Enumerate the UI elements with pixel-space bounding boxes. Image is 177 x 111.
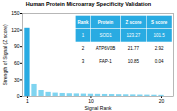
svg-text:1: 1 [26, 98, 29, 104]
svg-text:Rank: Rank [77, 20, 89, 25]
svg-text:60: 60 [14, 60, 20, 66]
svg-text:2.92: 2.92 [155, 46, 164, 51]
svg-text:10.85: 10.85 [128, 59, 140, 64]
svg-text:30: 30 [14, 77, 20, 83]
svg-text:SOD1: SOD1 [99, 33, 112, 38]
svg-text:150: 150 [11, 10, 20, 16]
svg-text:90: 90 [14, 43, 20, 49]
svg-text:101.5: 101.5 [154, 33, 166, 38]
svg-text:120: 120 [11, 27, 20, 33]
svg-text:Strength of Signal (Z score): Strength of Signal (Z score) [2, 24, 8, 85]
svg-text:Protein: Protein [98, 20, 114, 25]
svg-text:ATP6V0B: ATP6V0B [96, 46, 115, 51]
html-text:Human Protein Microarray Speci: Human Protein Microarray Specificity Val… [25, 1, 152, 7]
svg-text:2: 2 [82, 46, 85, 51]
svg-text:0.04: 0.04 [155, 59, 164, 64]
svg-text:Signal Rank: Signal Rank [85, 105, 112, 111]
svg-text:21.77: 21.77 [128, 46, 140, 51]
svg-text:FAP-1: FAP-1 [99, 59, 112, 64]
svg-text:20: 20 [159, 98, 165, 104]
svg-text:0: 0 [17, 93, 20, 99]
svg-text:S score: S score [151, 20, 168, 25]
svg-text:1: 1 [82, 33, 85, 38]
svg-text:Z score: Z score [125, 20, 142, 25]
svg-text:3: 3 [82, 59, 85, 64]
svg-text:10: 10 [88, 98, 94, 104]
svg-text:123.27: 123.27 [127, 33, 141, 38]
